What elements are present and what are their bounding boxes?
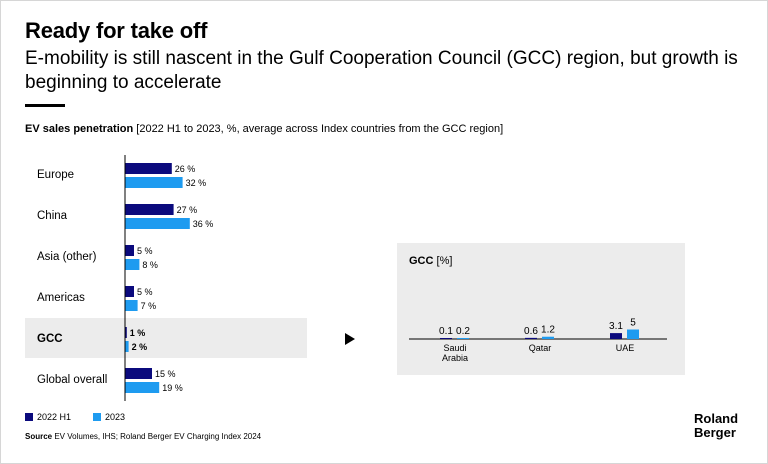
gcc-data-label: 0.1 — [439, 326, 453, 337]
gcc-data-label: 3.1 — [609, 321, 623, 332]
data-label: 15 % — [155, 369, 176, 379]
gcc-data-label: 5 — [630, 318, 636, 329]
data-label: 26 % — [175, 164, 196, 174]
bar — [125, 163, 172, 174]
legend-item-2022: 2022 H1 — [25, 412, 71, 422]
gcc-bar — [440, 338, 452, 339]
legend-swatch-2022 — [25, 413, 33, 421]
category-label: Americas — [37, 292, 85, 304]
arrow-right-icon — [345, 333, 355, 345]
gcc-category-label: Qatar — [529, 343, 552, 353]
gcc-panel-title: GCC [%] — [409, 255, 452, 267]
category-label: Global overall — [37, 374, 107, 386]
category-label: Asia (other) — [37, 251, 97, 263]
slide-title: Ready for take off — [25, 18, 208, 43]
bar — [125, 245, 134, 256]
source-note: Source EV Volumes, IHS; Roland Berger EV… — [25, 432, 261, 441]
legend-item-2023: 2023 — [93, 412, 125, 422]
bar — [125, 341, 129, 352]
gcc-panel-title-bold: GCC — [409, 255, 434, 267]
chart-heading: EV sales penetration [2022 H1 to 2023, %… — [25, 123, 503, 135]
source-text: EV Volumes, IHS; Roland Berger EV Chargi… — [52, 432, 262, 441]
legend-label-2023: 2023 — [105, 412, 126, 422]
bar — [125, 382, 160, 393]
gcc-bar — [627, 329, 639, 339]
gcc-bar — [525, 337, 537, 339]
company-logo: Roland Berger — [694, 412, 738, 440]
data-label: 5 % — [137, 287, 153, 297]
data-label: 7 % — [141, 301, 157, 311]
data-label: 36 % — [193, 219, 214, 229]
chart-heading-bold: EV sales penetration — [25, 123, 134, 135]
gcc-category-label: Saudi — [443, 343, 466, 353]
gcc-panel-title-rest: [%] — [433, 255, 453, 267]
gcc-category-label: UAE — [616, 343, 635, 353]
bar — [125, 368, 152, 379]
slide-subtitle: E-mobility is still nascent in the Gulf … — [25, 48, 738, 93]
bar — [125, 300, 138, 311]
data-label: 32 % — [186, 178, 207, 188]
data-label: 5 % — [137, 246, 153, 256]
category-label: China — [37, 210, 68, 222]
data-label: 2 % — [132, 342, 148, 352]
category-label: GCC — [37, 333, 63, 345]
gcc-category-label: Arabia — [442, 353, 468, 363]
category-label: Europe — [37, 169, 74, 181]
logo-line-1: Roland — [694, 411, 739, 426]
bar — [125, 286, 134, 297]
legend-swatch-2023 — [93, 413, 102, 421]
legend-label-2022: 2022 H1 — [37, 412, 72, 422]
gcc-bar — [457, 338, 469, 339]
data-label: 19 % — [162, 383, 183, 393]
bar — [125, 177, 183, 188]
gcc-data-label: 0.2 — [456, 326, 470, 337]
gcc-bar — [610, 333, 622, 339]
source-label: Source — [25, 432, 53, 441]
gcc-data-label: 1.2 — [541, 325, 555, 336]
data-label: 1 % — [130, 328, 146, 338]
gcc-data-label: 0.6 — [524, 326, 538, 337]
bar — [125, 327, 127, 338]
data-label: 27 % — [177, 205, 198, 215]
logo-line-2: Berger — [694, 425, 736, 440]
gcc-bar — [542, 336, 554, 339]
bar — [125, 204, 174, 215]
gcc-highlight-band — [25, 318, 307, 358]
bar — [125, 218, 190, 229]
chart-heading-rest: [2022 H1 to 2023, %, average across Inde… — [133, 123, 504, 135]
gcc-panel — [397, 243, 685, 375]
legend: 2022 H1 2023 — [25, 412, 147, 422]
bar — [125, 259, 140, 270]
title-rule — [25, 104, 65, 107]
data-label: 8 % — [142, 260, 158, 270]
